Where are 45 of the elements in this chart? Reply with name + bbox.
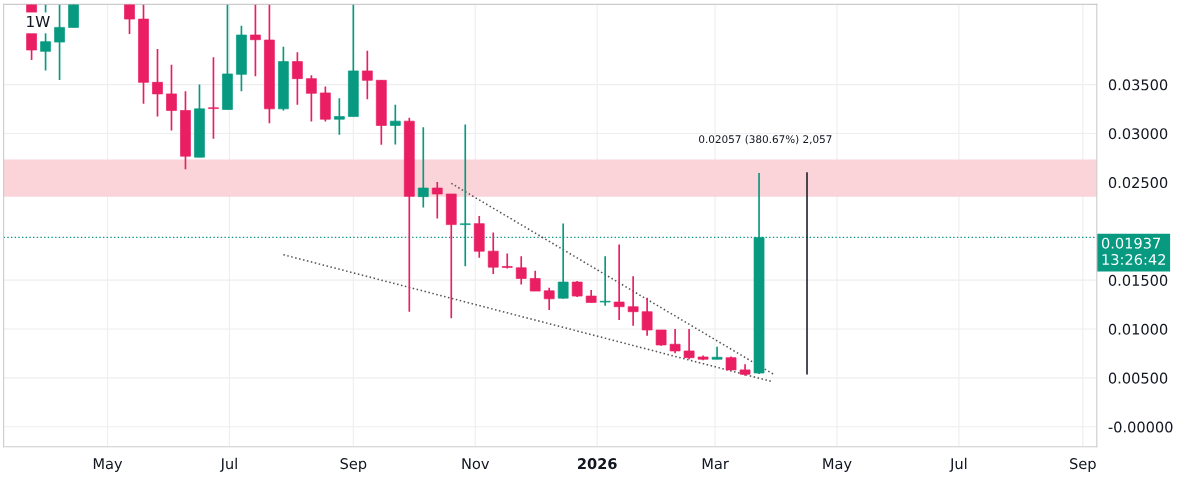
- candlestick: [166, 63, 177, 132]
- x-tick-label: Sep: [340, 458, 367, 472]
- candlestick: [641, 296, 653, 337]
- x-tick-label: May: [93, 458, 123, 472]
- candlestick: [543, 287, 555, 311]
- candlestick: [124, 4, 135, 35]
- x-tick-label: Sep: [1070, 458, 1096, 472]
- candlestick: [529, 270, 541, 292]
- text: 1W: [27, 15, 50, 28]
- candlestick: [711, 345, 723, 361]
- candlestick: [669, 328, 681, 355]
- text: 13:26:42: [1102, 254, 1165, 266]
- candlestick: [417, 126, 429, 209]
- x-tick-label: Jul: [949, 457, 967, 472]
- annotation: 0.02057 (380.67%) 2,057: [699, 135, 832, 145]
- x-tick-label: Mar: [702, 458, 729, 470]
- x-tick-label: Nov: [462, 458, 490, 470]
- candlestick: [208, 56, 219, 140]
- candlestick: [292, 51, 303, 106]
- x-tick-label: May: [823, 458, 852, 472]
- candlestick: [599, 255, 611, 307]
- candlestick: [306, 74, 317, 123]
- candlestick: [683, 328, 695, 361]
- y-tick-label: -0.00000: [1108, 421, 1173, 433]
- x-tick-label: 2026: [578, 458, 617, 470]
- y-tick-label: 0.03500: [1108, 79, 1168, 91]
- y-tick-label: 0.03000: [1108, 128, 1168, 140]
- y-tick-label: 0.01000: [1108, 323, 1168, 335]
- candlestick: [361, 49, 373, 101]
- candlestick: [431, 181, 443, 220]
- candlestick: [627, 275, 639, 327]
- candlestick: [501, 252, 513, 270]
- candlestick: [613, 243, 625, 321]
- y-tick-label: 0.01500: [1108, 274, 1168, 286]
- candlestick: [334, 97, 345, 136]
- candlestick: [152, 48, 163, 118]
- candlestick: [487, 231, 499, 275]
- candlestick: [250, 4, 261, 78]
- text: 0.01937: [1101, 237, 1161, 249]
- x-tick-label: Jul: [219, 457, 237, 472]
- candlestick: [389, 104, 401, 146]
- candlestick: [515, 255, 527, 286]
- y-tick-label: 0.02500: [1108, 177, 1168, 189]
- y-tick-label: 0.00500: [1108, 372, 1168, 384]
- candlestick: [54, 4, 65, 81]
